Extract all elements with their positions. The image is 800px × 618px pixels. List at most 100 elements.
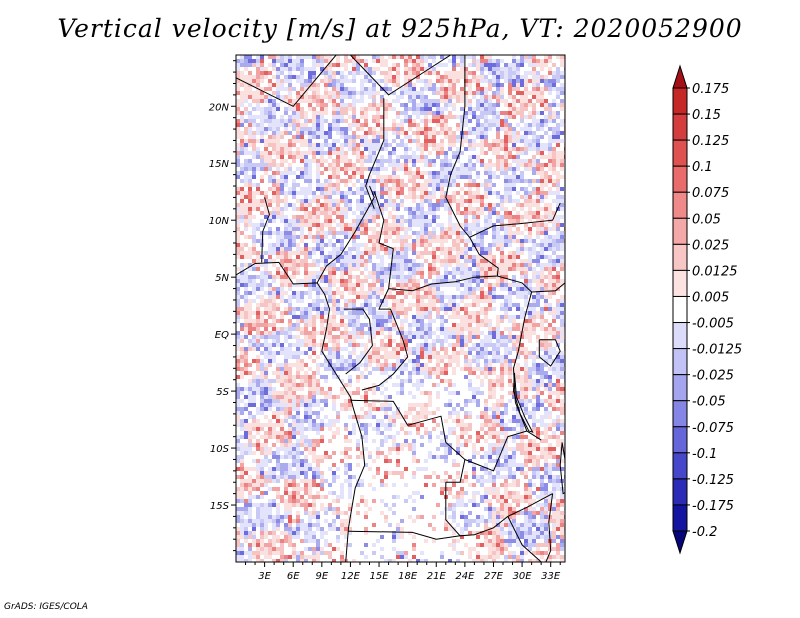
field-cell bbox=[464, 279, 468, 283]
field-cell bbox=[268, 283, 272, 287]
field-cell bbox=[392, 271, 396, 275]
field-cell bbox=[516, 63, 520, 67]
field-cell bbox=[392, 339, 396, 343]
field-cell bbox=[336, 55, 340, 59]
field-cell bbox=[556, 123, 560, 127]
field-cell bbox=[248, 291, 252, 295]
field-cell bbox=[488, 171, 492, 175]
field-cell bbox=[360, 227, 364, 231]
field-cell bbox=[248, 119, 252, 123]
field-cell bbox=[284, 215, 288, 219]
field-cell bbox=[412, 111, 416, 115]
field-cell bbox=[404, 75, 408, 79]
field-cell bbox=[332, 363, 336, 367]
field-cell bbox=[492, 139, 496, 143]
field-cell bbox=[376, 215, 380, 219]
field-cell bbox=[252, 299, 256, 303]
field-cell bbox=[240, 191, 244, 195]
field-cell bbox=[304, 79, 308, 83]
field-cell bbox=[240, 83, 244, 87]
field-cell bbox=[512, 111, 516, 115]
field-cell bbox=[444, 163, 448, 167]
field-cell bbox=[320, 111, 324, 115]
field-cell bbox=[404, 87, 408, 91]
field-cell bbox=[380, 191, 384, 195]
field-cell bbox=[448, 143, 452, 147]
field-cell bbox=[332, 127, 336, 131]
field-cell bbox=[388, 295, 392, 299]
field-cell bbox=[260, 159, 264, 163]
field-cell bbox=[448, 295, 452, 299]
field-cell bbox=[504, 211, 508, 215]
field-cell bbox=[456, 171, 460, 175]
field-cell bbox=[440, 199, 444, 203]
field-cell bbox=[244, 263, 248, 267]
field-cell bbox=[264, 351, 268, 355]
field-cell bbox=[364, 243, 368, 247]
field-cell bbox=[352, 111, 356, 115]
field-cell bbox=[484, 355, 488, 359]
field-cell bbox=[384, 131, 388, 135]
field-cell bbox=[256, 203, 260, 207]
field-cell bbox=[372, 95, 376, 99]
field-cell bbox=[444, 235, 448, 239]
field-cell bbox=[444, 131, 448, 135]
field-cell bbox=[376, 123, 380, 127]
field-cell bbox=[284, 227, 288, 231]
field-cell bbox=[324, 255, 328, 259]
field-cell bbox=[440, 131, 444, 135]
field-cell bbox=[556, 135, 560, 139]
field-cell bbox=[420, 315, 424, 319]
field-cell bbox=[348, 207, 352, 211]
field-cell bbox=[256, 263, 260, 267]
field-cell bbox=[296, 255, 300, 259]
field-cell bbox=[360, 83, 364, 87]
field-cell bbox=[408, 83, 412, 87]
field-cell bbox=[396, 331, 400, 335]
field-cell bbox=[268, 159, 272, 163]
field-cell bbox=[496, 227, 500, 231]
field-cell bbox=[372, 203, 376, 207]
field-cell bbox=[460, 323, 464, 327]
field-cell bbox=[272, 319, 276, 323]
field-cell bbox=[464, 259, 468, 263]
field-cell bbox=[288, 143, 292, 147]
field-cell bbox=[488, 67, 492, 71]
field-cell bbox=[296, 103, 300, 107]
field-cell bbox=[336, 111, 340, 115]
field-cell bbox=[260, 67, 264, 71]
field-cell bbox=[276, 243, 280, 247]
field-cell bbox=[392, 307, 396, 311]
field-cell bbox=[532, 327, 536, 331]
field-cell bbox=[524, 303, 528, 307]
field-cell bbox=[440, 295, 444, 299]
field-cell bbox=[396, 55, 400, 59]
field-cell bbox=[268, 119, 272, 123]
field-cell bbox=[308, 307, 312, 311]
field-cell bbox=[516, 239, 520, 243]
field-cell bbox=[420, 107, 424, 111]
field-cell bbox=[552, 111, 556, 115]
field-cell bbox=[272, 287, 276, 291]
field-cell bbox=[452, 299, 456, 303]
field-cell bbox=[464, 367, 468, 371]
field-cell bbox=[536, 299, 540, 303]
field-cell bbox=[496, 103, 500, 107]
field-cell bbox=[456, 311, 460, 315]
field-cell bbox=[272, 231, 276, 235]
field-cell bbox=[284, 279, 288, 283]
field-cell bbox=[344, 159, 348, 163]
field-cell bbox=[416, 143, 420, 147]
field-cell bbox=[464, 215, 468, 219]
field-cell bbox=[304, 263, 308, 267]
field-cell bbox=[412, 139, 416, 143]
field-cell bbox=[456, 75, 460, 79]
field-cell bbox=[548, 367, 552, 371]
field-cell bbox=[320, 135, 324, 139]
field-cell bbox=[356, 343, 360, 347]
field-cell bbox=[488, 351, 492, 355]
field-cell bbox=[468, 351, 472, 355]
field-cell bbox=[248, 163, 252, 167]
field-cell bbox=[516, 191, 520, 195]
field-cell bbox=[464, 103, 468, 107]
